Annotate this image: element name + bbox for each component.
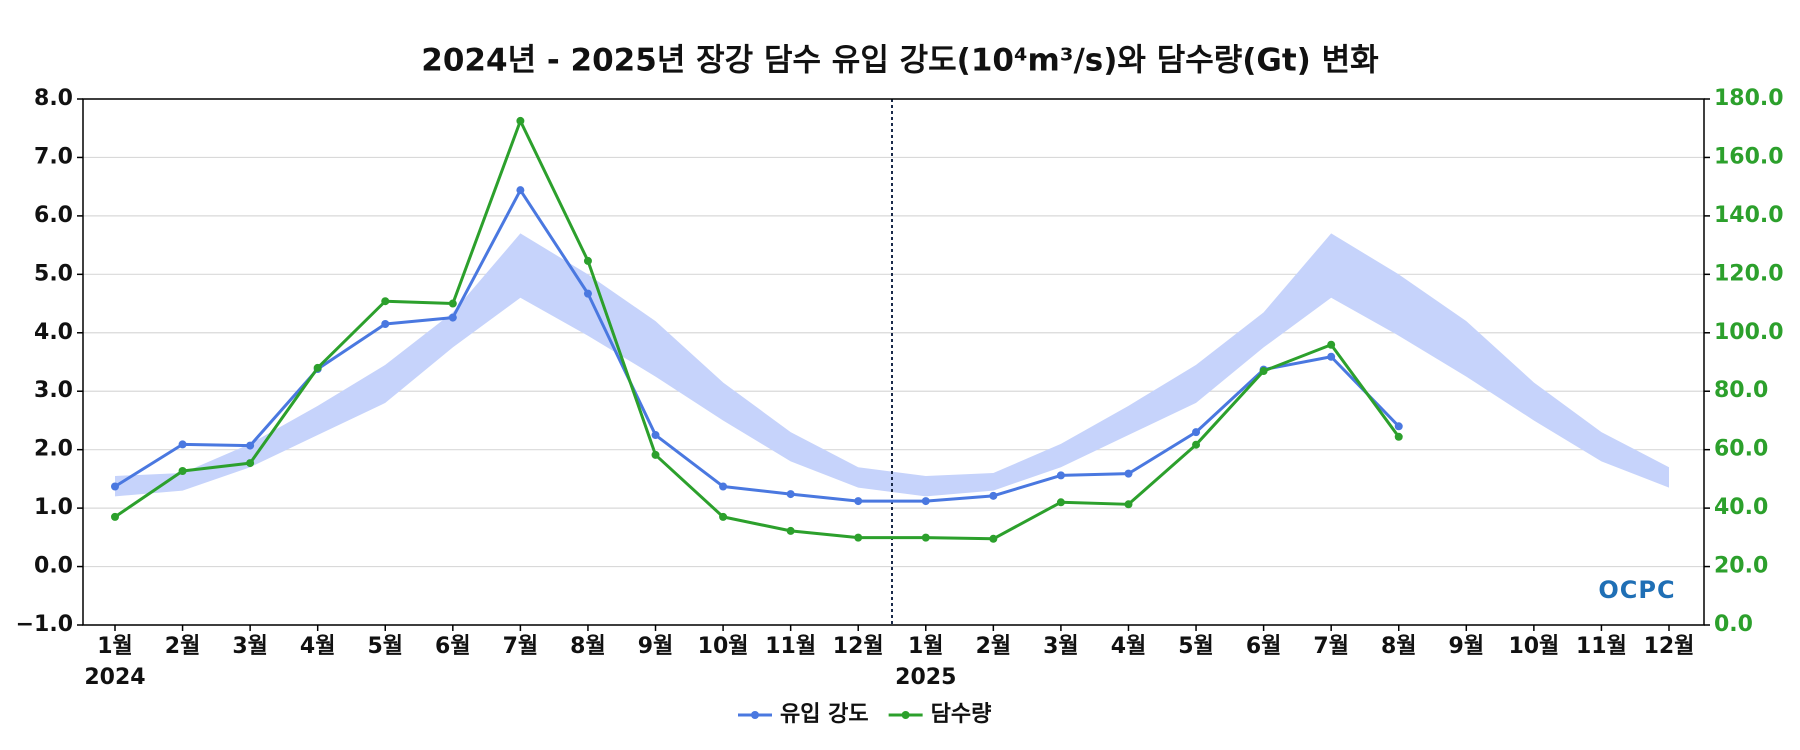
y-tick-label: 0.0 (34, 554, 73, 579)
point (719, 482, 728, 491)
climate-band (115, 233, 1669, 497)
point (1394, 432, 1403, 441)
chart-title: 2024년 - 2025년 장강 담수 유입 강도(10⁴m³/s)와 담수량(… (421, 43, 1379, 79)
x-tick-label: 8월 (570, 634, 606, 659)
x-tick-label: 7월 (1313, 634, 1349, 659)
y-tick-label: −1.0 (16, 612, 73, 637)
point (583, 256, 592, 265)
point (313, 363, 322, 372)
point (786, 526, 795, 535)
point (854, 497, 863, 506)
y2-tick-label: 140.0 (1714, 203, 1784, 228)
point (1056, 471, 1065, 480)
y2-tick-label: 80.0 (1714, 378, 1768, 403)
plot-frame (82, 98, 1705, 626)
x-tick-label: 4월 (300, 634, 336, 659)
watermark: OCPC (1598, 576, 1675, 604)
point (1259, 367, 1268, 376)
x-tick-label: 8월 (1381, 634, 1417, 659)
point (786, 490, 795, 499)
point (516, 116, 525, 125)
point (651, 431, 660, 440)
point (1192, 440, 1201, 449)
point (381, 297, 390, 306)
y2-tick-label: 100.0 (1714, 320, 1784, 345)
point (921, 533, 930, 542)
point (448, 313, 457, 322)
y-tick-label: 2.0 (34, 437, 73, 462)
x-tick-label: 9월 (638, 634, 674, 659)
y2-tick-label: 0.0 (1714, 612, 1753, 637)
point (1124, 500, 1133, 509)
legend-marker (901, 711, 910, 719)
legend-marker (751, 711, 759, 719)
x-tick-label: 5월 (367, 634, 403, 659)
x-tick-label: 4월 (1111, 634, 1147, 659)
y-tick-label: 7.0 (34, 144, 73, 169)
y-tick-label: 8.0 (34, 86, 73, 111)
point (989, 534, 998, 543)
x-tick-label: 9월 (1449, 634, 1485, 659)
x-tick-label: 1월 (908, 634, 944, 659)
point (111, 512, 119, 521)
point (921, 497, 930, 506)
y2-tick-label: 40.0 (1714, 495, 1768, 520)
x-tick-label: 1월 (97, 634, 133, 659)
year-label: 2025 (895, 665, 956, 690)
point (111, 482, 119, 491)
point (1056, 498, 1065, 507)
point (246, 459, 255, 468)
point (583, 289, 592, 298)
y2-tick-label: 180.0 (1714, 86, 1784, 111)
x-tick-label: 3월 (1043, 634, 1079, 659)
point (448, 299, 457, 308)
point (989, 491, 998, 500)
point (719, 512, 728, 521)
y-tick-label: 4.0 (34, 320, 73, 345)
point (651, 450, 660, 459)
series-line (114, 119, 1400, 541)
x-tick-label: 10월 (1508, 634, 1559, 659)
y-tick-label: 5.0 (34, 261, 73, 286)
y-tick-label: 3.0 (34, 378, 73, 403)
x-tick-label: 2월 (165, 634, 201, 659)
x-tick-label: 3월 (232, 634, 268, 659)
point (1124, 469, 1133, 478)
point (246, 441, 255, 450)
x-tick-label: 11월 (1576, 634, 1627, 659)
x-tick-label: 10월 (698, 634, 749, 659)
point (178, 466, 187, 475)
x-tick-label: 6월 (1246, 634, 1282, 659)
point (1394, 422, 1403, 431)
legend-label: 담수량 (931, 702, 992, 727)
point (516, 186, 525, 195)
point (178, 440, 187, 449)
y-tick-label: 6.0 (34, 203, 73, 228)
x-tick-label: 11월 (765, 634, 816, 659)
y2-tick-label: 120.0 (1714, 261, 1784, 286)
x-tick-label: 7월 (503, 634, 539, 659)
x-tick-label: 6월 (435, 634, 471, 659)
y-tick-label: 1.0 (34, 495, 73, 520)
x-tick-label: 12월 (1644, 634, 1695, 659)
x-tick-label: 12월 (833, 634, 884, 659)
point (1327, 352, 1336, 361)
point (1327, 340, 1336, 349)
x-tick-label: 5월 (1178, 634, 1214, 659)
point (854, 533, 863, 542)
point (381, 320, 390, 329)
y2-tick-label: 160.0 (1714, 144, 1784, 169)
y2-tick-label: 60.0 (1714, 437, 1768, 462)
x-tick-label: 2월 (976, 634, 1012, 659)
series-line (114, 188, 1400, 503)
y2-tick-label: 20.0 (1714, 554, 1768, 579)
legend-label: 유입 강도 (780, 702, 869, 727)
year-label: 2024 (84, 665, 145, 690)
point (1192, 428, 1201, 437)
